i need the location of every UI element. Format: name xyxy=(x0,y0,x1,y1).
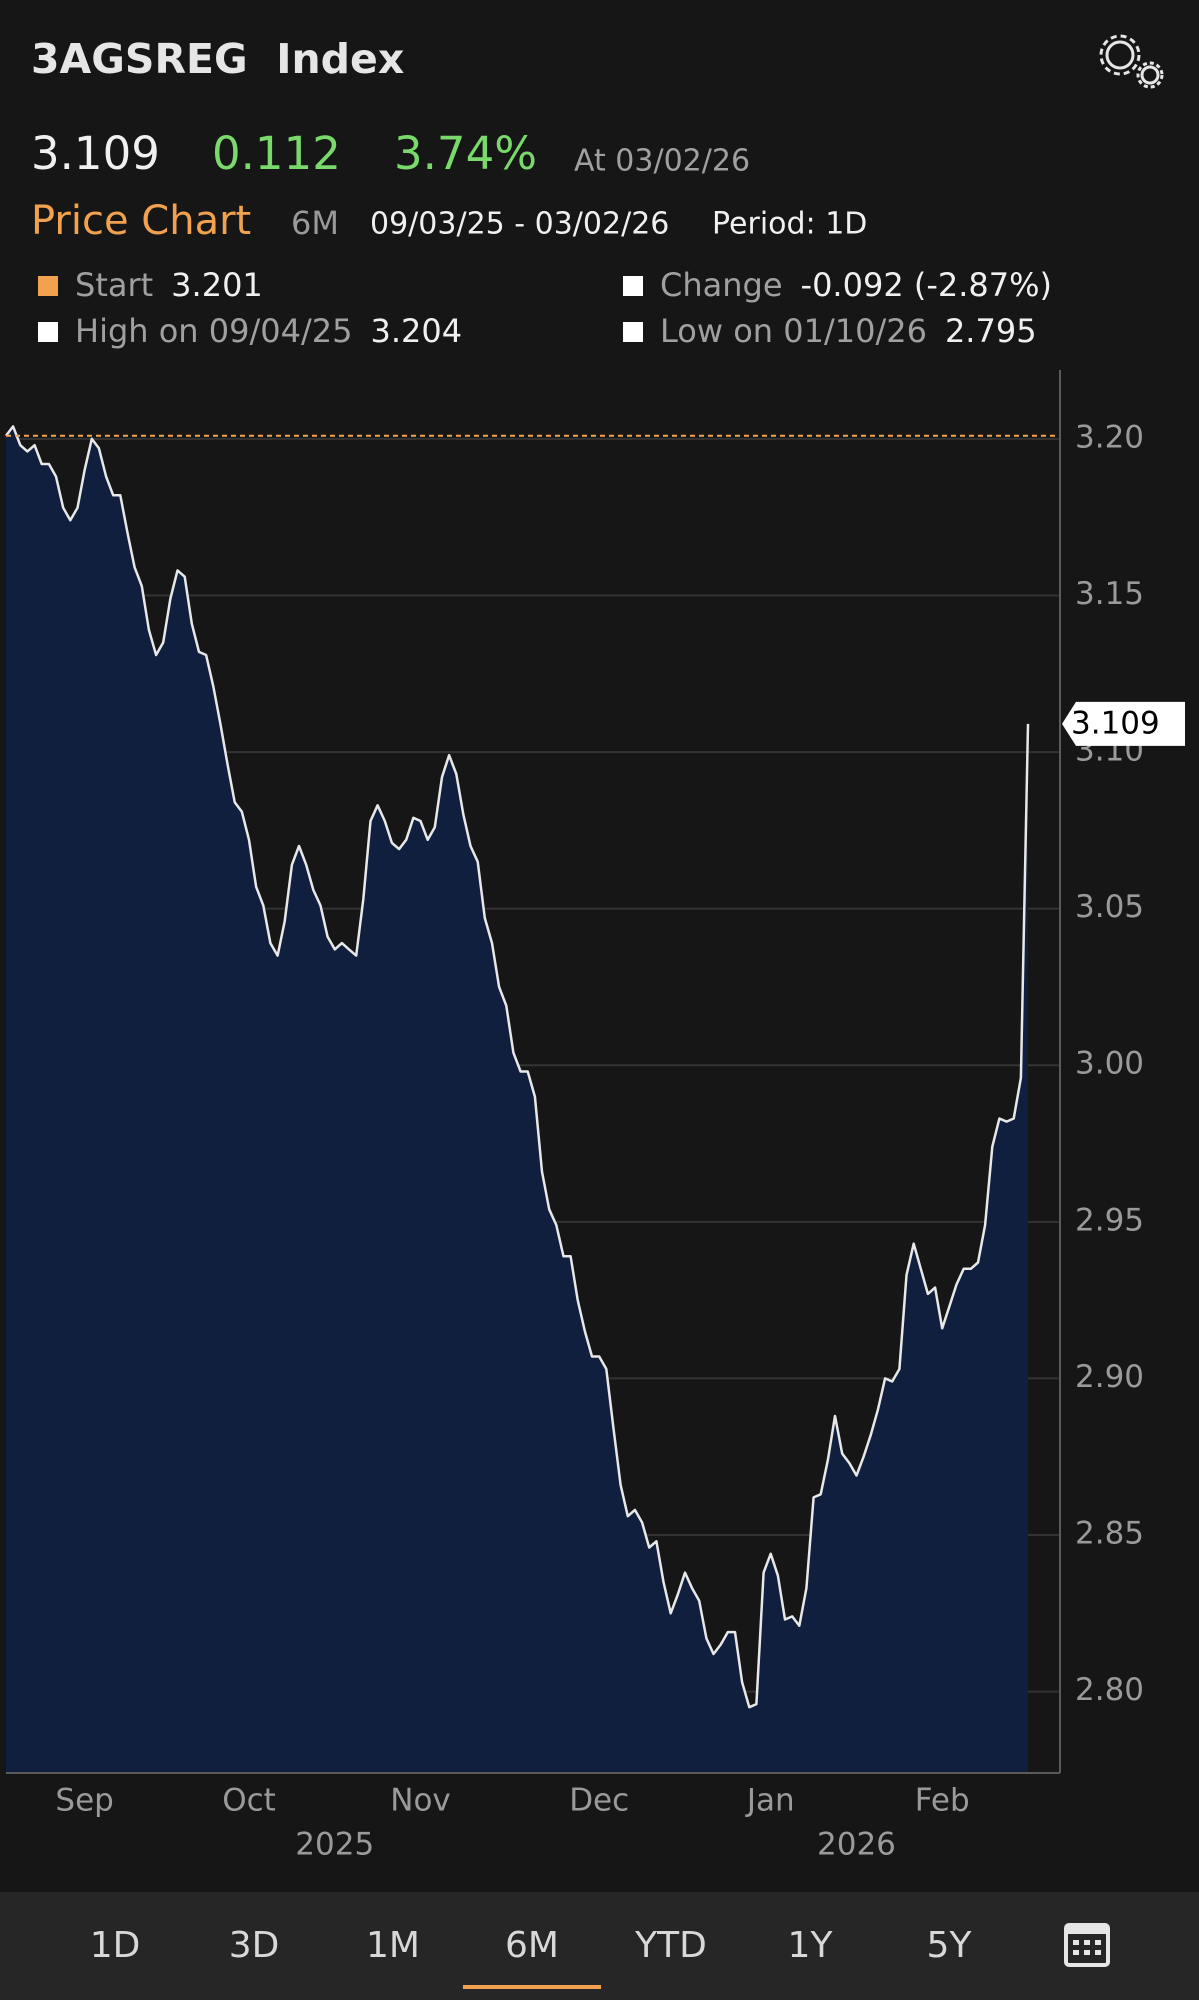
chart: 2.802.852.902.953.003.053.103.153.203.10… xyxy=(5,370,1185,1863)
y-tick-label: 3.00 xyxy=(1075,1046,1144,1082)
y-tick-label: 2.95 xyxy=(1075,1202,1144,1238)
stat-label: Start xyxy=(75,266,153,304)
selected-tab-underline xyxy=(463,1985,601,1989)
gear-small-teeth xyxy=(1136,61,1164,89)
stat-swatch xyxy=(38,322,58,342)
section-title: Price Chart xyxy=(31,198,251,244)
y-tick-label: 3.15 xyxy=(1075,576,1144,612)
x-tick-label: Nov xyxy=(390,1783,451,1819)
time-range-tab[interactable]: 1Y xyxy=(788,1925,834,1966)
tab-bar xyxy=(0,1892,1199,2000)
range-label: 6M xyxy=(291,204,339,242)
time-range-tab[interactable]: YTD xyxy=(634,1925,707,1966)
stat-value: 3.204 xyxy=(370,312,462,350)
stat-swatch xyxy=(623,276,643,296)
gear-large-teeth xyxy=(1099,34,1141,76)
stat: Change -0.092 (-2.87%) xyxy=(660,266,1052,304)
ticker-title: 3AGSREG Index xyxy=(31,35,404,83)
stat-label: High on 09/04/25 xyxy=(75,312,352,350)
stat-value: 2.795 xyxy=(945,312,1037,350)
time-range-tab[interactable]: 3D xyxy=(229,1925,280,1966)
gear-large xyxy=(1105,40,1135,70)
time-range-tab[interactable]: 6M xyxy=(505,1925,559,1966)
last-value-callout xyxy=(1062,701,1185,746)
x-tick-label: Jan xyxy=(745,1783,795,1819)
x-tick-label: Dec xyxy=(569,1783,629,1819)
stat-value: -0.092 (-2.87%) xyxy=(801,266,1053,304)
x-tick-label: Sep xyxy=(55,1783,113,1819)
stat-label: Low on 01/10/26 xyxy=(660,312,927,350)
calendar-icon[interactable] xyxy=(1064,1923,1110,1967)
y-tick-label: 2.80 xyxy=(1075,1672,1144,1708)
settings-icon[interactable] xyxy=(1099,34,1164,89)
stat: Low on 01/10/26 2.795 xyxy=(660,312,1037,350)
period: Period: 1D xyxy=(712,207,867,242)
gear-small xyxy=(1140,65,1160,85)
year-label: 2026 xyxy=(817,1827,896,1863)
y-tick-label: 2.90 xyxy=(1075,1359,1144,1395)
stat-label: Change xyxy=(660,266,783,304)
price-line xyxy=(5,425,1030,1709)
stat: Start 3.201 xyxy=(75,266,263,304)
area-fill xyxy=(6,426,1028,1773)
time-range-tab[interactable]: 1M xyxy=(366,1925,420,1966)
stat-swatch xyxy=(623,322,643,342)
pct-change: 3.74% xyxy=(394,127,537,180)
y-tick-label: 3.20 xyxy=(1075,419,1144,455)
calendar-top xyxy=(1066,1925,1108,1934)
stat: High on 09/04/25 3.204 xyxy=(75,312,462,350)
net-change: 0.112 xyxy=(212,127,341,180)
stat-value: 3.201 xyxy=(171,266,263,304)
x-tick-label: Feb xyxy=(915,1783,970,1819)
y-tick-label: 3.05 xyxy=(1075,889,1144,925)
stat-swatch xyxy=(38,276,58,296)
date-range: 09/03/25 - 03/02/26 xyxy=(370,207,669,242)
as-of-date: At 03/02/26 xyxy=(574,144,750,179)
y-tick-label: 2.85 xyxy=(1075,1515,1144,1551)
time-range-tab[interactable]: 1D xyxy=(90,1925,141,1966)
last-value-label: 3.109 xyxy=(1071,705,1160,741)
year-label: 2025 xyxy=(295,1827,374,1863)
tabs: 1D 3D 1M 6M YTD 1Y 5Y xyxy=(90,1925,973,1989)
time-range-tab[interactable]: 5Y xyxy=(927,1925,973,1966)
last-price: 3.109 xyxy=(31,127,160,180)
calendar-grid xyxy=(1073,1940,1101,1955)
stats: Start 3.201 Change -0.092 (-2.87%) High on 0… xyxy=(38,266,1052,350)
x-tick-label: Oct xyxy=(222,1783,276,1819)
